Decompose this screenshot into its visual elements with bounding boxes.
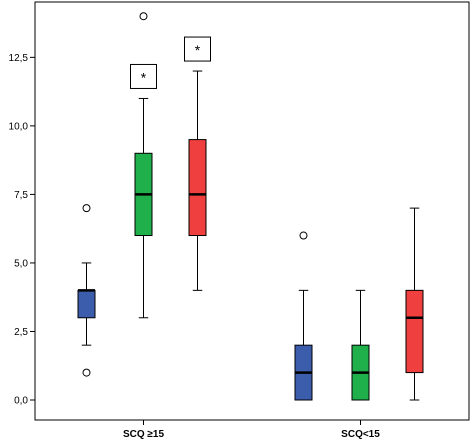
outlier-point bbox=[299, 231, 308, 240]
annotation-box bbox=[184, 36, 211, 62]
annotation-box bbox=[130, 63, 157, 89]
annotation-label: * bbox=[141, 69, 147, 85]
y-tick-label: 2,5 bbox=[14, 327, 28, 338]
x-tick-label: SCQ<15 bbox=[341, 429, 380, 440]
box-plot bbox=[294, 231, 313, 401]
outlier-point bbox=[82, 204, 91, 213]
y-tick-label: 7,5 bbox=[14, 190, 28, 201]
y-tick-label: 5,0 bbox=[14, 258, 28, 269]
outlier-point bbox=[139, 12, 148, 21]
box-plot bbox=[134, 12, 153, 319]
x-axis: SCQ ≥15 SCQ<15 bbox=[123, 420, 380, 440]
y-tick-label: 12,5 bbox=[9, 53, 29, 64]
x-tick-label: SCQ ≥15 bbox=[123, 429, 164, 440]
box-plot bbox=[351, 289, 370, 401]
y-tick-label: 10,0 bbox=[9, 121, 29, 132]
boxes bbox=[77, 12, 424, 401]
box bbox=[77, 289, 96, 319]
y-axis: 0,0 2,5 5,0 7,5 10,0 12,5 bbox=[9, 53, 35, 407]
significance-annotation: * bbox=[130, 63, 157, 89]
annotation-label: * bbox=[195, 42, 201, 58]
box-plot bbox=[77, 204, 96, 377]
outlier-point bbox=[82, 368, 91, 377]
significance-annotation: * bbox=[184, 36, 211, 62]
plot-frame bbox=[34, 1, 470, 421]
annotations: ** bbox=[130, 36, 211, 89]
y-tick-label: 0,0 bbox=[14, 396, 28, 407]
box bbox=[405, 289, 424, 374]
box bbox=[188, 139, 207, 237]
box-plot bbox=[405, 207, 424, 401]
box-plot bbox=[188, 70, 207, 291]
